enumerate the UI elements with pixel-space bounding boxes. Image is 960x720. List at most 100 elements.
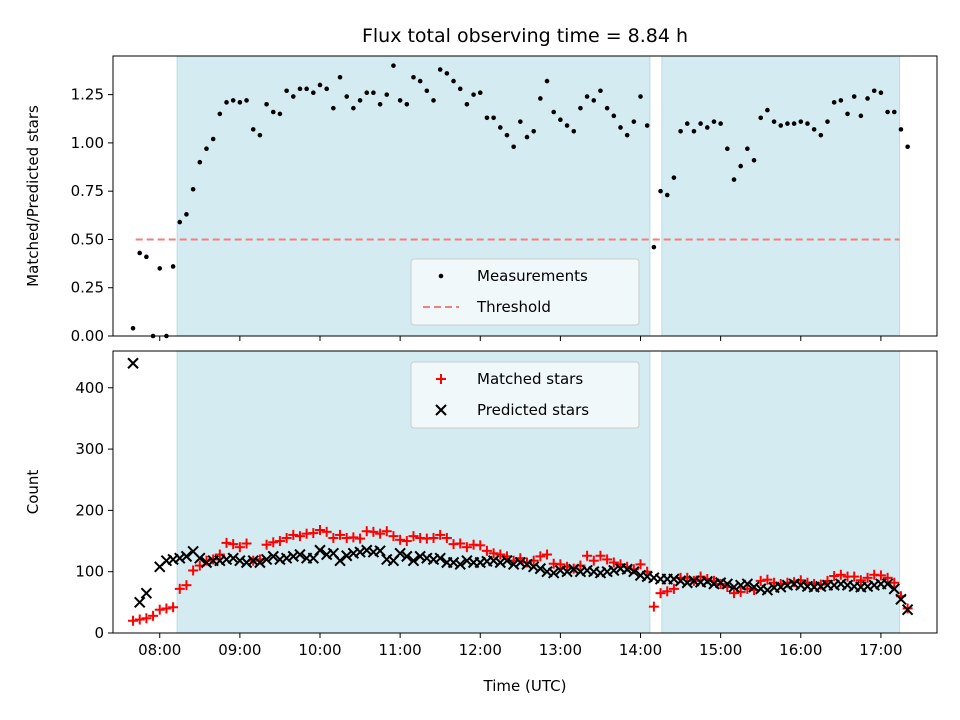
measurement-point	[484, 115, 490, 121]
measurement-point	[437, 67, 443, 72]
matched-point	[348, 532, 359, 543]
matched-point	[281, 532, 292, 543]
measurement-point	[337, 74, 343, 80]
measurement-point	[264, 101, 269, 107]
predicted-point	[227, 552, 239, 564]
predicted-point	[361, 544, 373, 556]
x-tick-label: 16:00	[779, 641, 822, 659]
measurement-point	[464, 101, 470, 107]
measurement-point	[331, 105, 336, 111]
predicted-point	[194, 552, 206, 564]
legend-plus-glyph	[436, 374, 446, 384]
measurement-point	[698, 121, 703, 126]
matched-point	[268, 537, 279, 548]
measurement-point	[157, 266, 163, 271]
measurement-point	[237, 100, 243, 105]
measurement-point	[818, 132, 824, 138]
matched-point	[174, 583, 185, 594]
measurement-point	[504, 132, 510, 138]
measurement-point	[618, 125, 623, 130]
measurement-point	[457, 86, 463, 92]
measurement-point	[751, 157, 757, 163]
matched-point	[849, 571, 860, 582]
measurement-point	[184, 212, 189, 217]
predicted-point	[294, 548, 306, 561]
predicted-point	[401, 550, 413, 563]
measurement-point	[878, 90, 884, 95]
matched-point	[481, 545, 492, 556]
measurement-point	[417, 78, 423, 84]
measurement-point	[344, 94, 350, 99]
measurement-point	[678, 129, 683, 134]
matched-point	[408, 531, 419, 542]
matched-point	[168, 602, 179, 613]
matched-point	[401, 536, 412, 547]
measurement-point	[584, 94, 590, 99]
predicted-point	[527, 561, 540, 573]
predicted-point	[454, 558, 466, 571]
predicted-point	[748, 581, 760, 593]
x-tick-label: 15:00	[699, 641, 742, 659]
y-tick-label: 0.50	[71, 230, 104, 248]
top-x-ticks	[159, 336, 882, 341]
predicted-point	[461, 554, 473, 567]
predicted-point	[314, 544, 326, 556]
matched-point	[134, 614, 145, 625]
measurement-point	[778, 123, 784, 128]
x-tick-label: 08:00	[138, 641, 181, 659]
measurement-point	[564, 123, 570, 128]
measurement-point	[558, 117, 563, 123]
measurement-points	[130, 63, 910, 339]
predicted-point	[701, 575, 714, 588]
measurement-point	[518, 119, 523, 124]
measurement-point	[130, 325, 136, 331]
x-tick-label: 17:00	[859, 641, 902, 659]
predicted-point	[728, 581, 740, 593]
matched-point	[862, 572, 873, 583]
predicted-point	[741, 578, 754, 590]
measurement-point	[785, 121, 790, 126]
y-tick-label: 100	[75, 563, 104, 581]
predicted-point	[134, 596, 146, 609]
measurement-point	[244, 98, 249, 103]
predicted-point	[621, 563, 633, 575]
predicted-point	[247, 554, 259, 567]
bottom-legend-box	[410, 361, 640, 429]
matched-point	[375, 528, 386, 539]
measurement-point	[270, 109, 276, 115]
measurement-point	[204, 146, 209, 151]
measurement-point	[898, 127, 904, 132]
predicted-point	[501, 554, 513, 567]
predicted-point	[487, 554, 500, 567]
top-legend-box	[410, 258, 640, 326]
measurement-point	[477, 90, 483, 95]
legend-predicted-label: Predicted stars	[477, 401, 589, 419]
predicted-point	[234, 554, 246, 567]
measurement-point	[290, 94, 296, 99]
predicted-point	[888, 583, 900, 595]
legend-x-glyph	[435, 404, 447, 416]
predicted-point	[895, 593, 907, 605]
matched-point	[729, 588, 740, 599]
matched-point	[461, 542, 472, 553]
measurement-point	[851, 94, 857, 99]
measurement-point	[704, 125, 710, 130]
measurement-point	[845, 111, 850, 117]
measurement-point	[304, 86, 309, 92]
measurement-point	[571, 129, 577, 134]
measurement-point	[170, 264, 176, 269]
measurement-point	[497, 125, 503, 130]
x-axis-label: Time (UTC)	[483, 677, 567, 695]
matched-point	[154, 604, 165, 615]
y-tick-label: 0.75	[71, 182, 104, 200]
legend-measurements-label: Measurements	[477, 267, 588, 285]
measurement-point	[524, 134, 530, 140]
matched-point	[602, 554, 613, 565]
x-tick-label: 11:00	[379, 641, 422, 659]
matched-point	[435, 529, 446, 540]
measurement-point	[891, 109, 897, 115]
y-tick-label: 0.25	[71, 279, 104, 297]
measurement-point	[798, 119, 804, 124]
measurement-point	[257, 132, 263, 138]
